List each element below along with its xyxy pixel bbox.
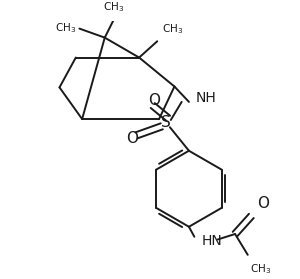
Text: CH$_3$: CH$_3$	[55, 22, 76, 35]
Text: NH: NH	[195, 91, 216, 105]
Text: O: O	[257, 196, 269, 211]
Text: O: O	[126, 131, 138, 146]
Text: HN: HN	[202, 234, 222, 248]
Text: CH$_3$: CH$_3$	[103, 0, 124, 14]
Text: CH$_3$: CH$_3$	[250, 262, 272, 276]
Text: S: S	[161, 115, 171, 130]
Text: O: O	[148, 93, 160, 109]
Text: CH$_3$: CH$_3$	[162, 22, 183, 36]
